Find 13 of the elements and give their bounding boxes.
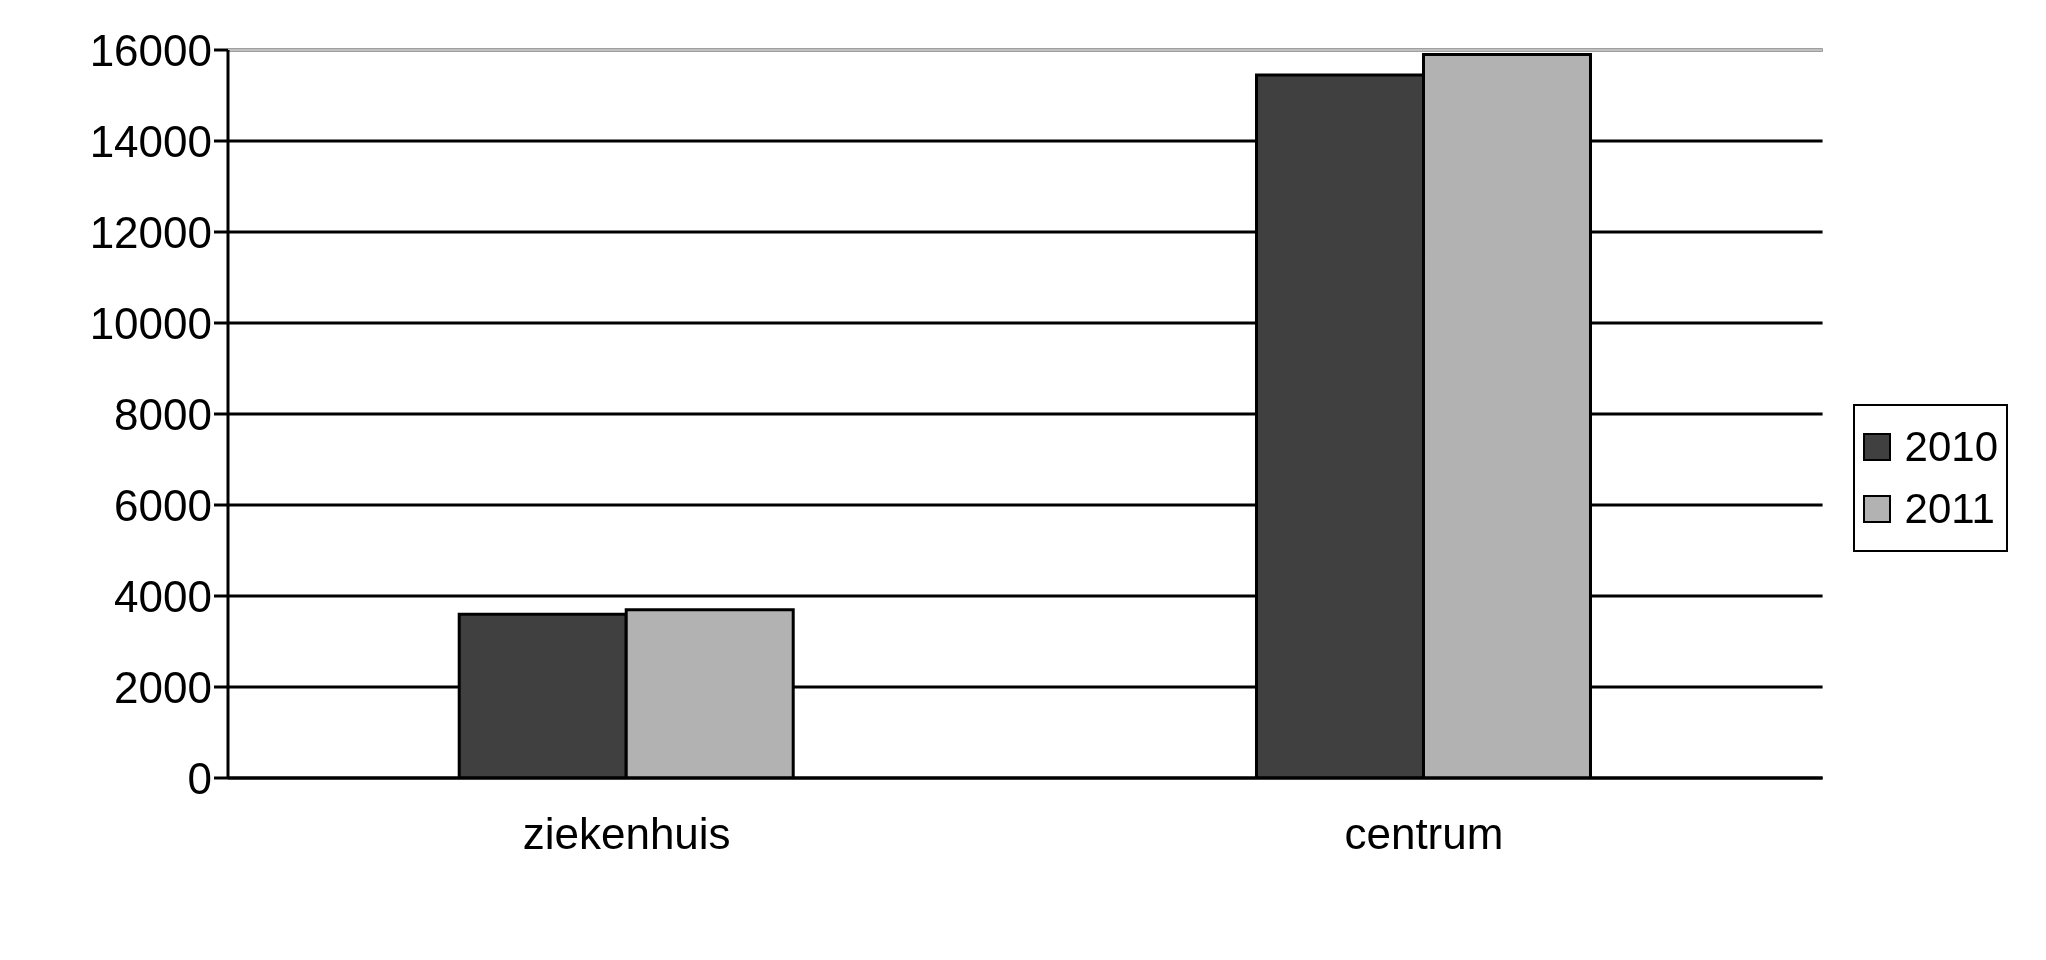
x-tick-label: centrum <box>1344 809 1504 859</box>
y-tick-label: 4000 <box>114 571 212 621</box>
y-tick-label: 12000 <box>89 207 212 257</box>
y-tick-label: 14000 <box>89 116 212 166</box>
legend-label: 2011 <box>1904 484 1995 534</box>
legend-label: 2010 <box>1904 422 1998 472</box>
y-tick-label: 6000 <box>114 480 212 530</box>
y-tick-label: 10000 <box>89 298 212 348</box>
x-tick-label: ziekenhuis <box>522 809 731 859</box>
y-tick-label: 0 <box>187 753 212 803</box>
y-tick-label: 16000 <box>89 25 212 75</box>
y-tick-label: 8000 <box>114 389 212 439</box>
y-tick-label: 2000 <box>114 662 212 712</box>
